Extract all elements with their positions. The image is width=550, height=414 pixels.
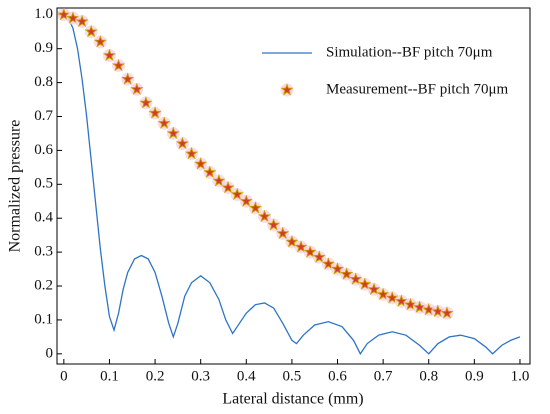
y-tick-label: 0.7 (34, 108, 53, 124)
legend-label: Simulation--BF pitch 70μm (326, 44, 493, 60)
x-tick-label: 0.6 (328, 368, 347, 384)
x-tick-label: 0.8 (419, 368, 438, 384)
star-marker (121, 72, 135, 85)
y-tick-label: 0 (46, 345, 54, 361)
star-marker (440, 306, 454, 319)
star-marker (340, 267, 354, 280)
star-marker (230, 187, 244, 200)
star-marker (385, 291, 399, 304)
star-marker (358, 277, 372, 290)
star-marker (404, 297, 417, 311)
star-marker (367, 282, 381, 295)
star-marker (148, 106, 162, 119)
y-tick-label: 0.6 (34, 142, 53, 158)
star-marker (285, 235, 299, 248)
y-tick-label: 0.1 (34, 311, 53, 327)
star-marker (331, 262, 344, 275)
y-axis-label: Normalized pressure (7, 120, 24, 253)
y-tick-label: 0.3 (34, 244, 53, 260)
legend-label: Measurement--BF pitch 70μm (326, 81, 509, 97)
star-marker (194, 157, 208, 170)
star-marker (394, 294, 408, 307)
star-marker (203, 165, 217, 178)
star-marker (185, 147, 199, 160)
x-tick-label: 0.9 (465, 368, 484, 384)
star-marker (349, 272, 363, 285)
y-tick-label: 0.8 (34, 74, 53, 90)
star-marker (166, 126, 180, 139)
star-marker (75, 14, 89, 28)
star-marker (175, 136, 189, 150)
x-tick-label: 0 (60, 368, 68, 384)
star-marker (248, 201, 262, 214)
x-tick-label: 0.1 (100, 368, 119, 384)
x-tick-label: 1.0 (511, 368, 530, 384)
star-marker (221, 180, 235, 194)
star-marker (139, 96, 153, 109)
y-tick-label: 0.4 (34, 210, 53, 226)
star-marker (157, 116, 171, 129)
star-marker (303, 245, 317, 258)
x-tick-label: 0.7 (374, 368, 393, 384)
y-tick-label: 0.5 (34, 176, 53, 192)
star-marker (84, 24, 98, 38)
star-marker (294, 240, 308, 253)
star-marker (258, 209, 271, 223)
star-marker (130, 82, 144, 95)
y-tick-label: 0.2 (34, 277, 53, 293)
star-marker (239, 194, 253, 207)
y-tick-label: 1.0 (34, 6, 53, 22)
series-line (63, 14, 521, 356)
star-marker (102, 48, 116, 61)
star-marker (413, 300, 427, 313)
star-marker (312, 250, 326, 263)
star-marker (112, 58, 126, 72)
star-marker (280, 83, 294, 96)
star-marker (321, 257, 335, 270)
star-marker (376, 287, 390, 300)
y-tick-label: 0.9 (34, 40, 53, 56)
star-marker (276, 226, 290, 239)
x-tick-label: 0.3 (191, 368, 210, 384)
x-axis-label: Lateral distance (mm) (222, 391, 363, 408)
x-tick-label: 0.5 (283, 368, 302, 384)
plot-frame (56, 7, 531, 365)
star-marker (93, 35, 107, 48)
x-tick-label: 0.4 (237, 368, 256, 384)
x-tick-label: 0.2 (146, 368, 165, 384)
star-marker (212, 174, 226, 187)
star-marker (267, 218, 281, 231)
star-marker (66, 11, 80, 24)
star-marker (57, 7, 71, 21)
